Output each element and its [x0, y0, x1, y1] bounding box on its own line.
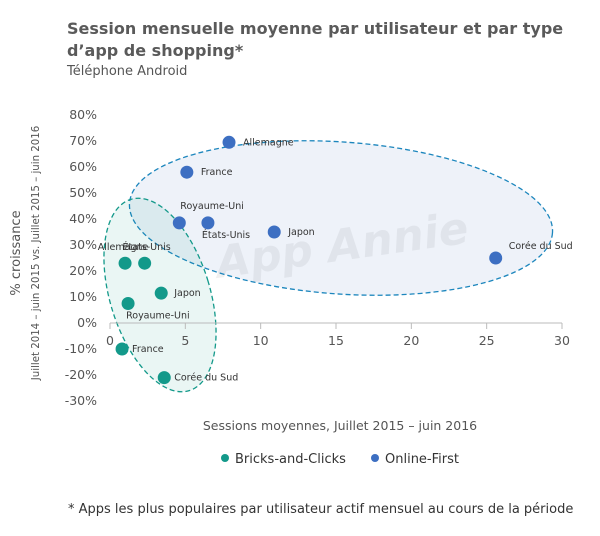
- axes: 80% 70% 60% 50% 40% 30% 20% 10% 0% -10% -20% -30% 0 5…: [65, 107, 570, 408]
- point-label: Royaume-Uni: [180, 201, 244, 212]
- y-tick-label: 70%: [69, 133, 97, 148]
- chart-subtitle: Téléphone Android: [67, 64, 188, 79]
- data-point: [121, 297, 135, 310]
- point-label: Japon: [173, 288, 201, 299]
- y-tick-label: -30%: [65, 393, 97, 408]
- legend-marker: [371, 454, 379, 462]
- y-tick-label: 0%: [77, 315, 97, 330]
- footnote: * Apps les plus populaires par utilisate…: [68, 502, 574, 517]
- y-tick-label: 60%: [69, 159, 97, 174]
- point-label: Allemagne: [98, 242, 149, 253]
- data-point: [157, 371, 171, 385]
- point-label: Corée du Sud: [509, 241, 573, 252]
- data-point: [118, 256, 132, 270]
- y-tick-label: 80%: [69, 107, 97, 122]
- x-tick-label: 25: [479, 333, 495, 348]
- data-point: [154, 286, 168, 300]
- data-points: AllemagneÉtats-UnisJaponRoyaume-UniFranc…: [98, 135, 573, 385]
- data-point: [115, 342, 129, 356]
- x-tick-label: 20: [403, 333, 419, 348]
- legend-marker: [221, 454, 229, 462]
- point-label: Corée du Sud: [174, 373, 238, 384]
- y-tick-label: 10%: [69, 289, 97, 304]
- x-axis-label: Sessions moyennes, Juillet 2015 – juin 2…: [203, 418, 477, 433]
- y-tick-label: 50%: [69, 185, 97, 200]
- y-tick-label: 40%: [69, 211, 97, 226]
- y-tick-label: -10%: [65, 341, 97, 356]
- data-point: [222, 135, 236, 149]
- legend: Bricks-and-Clicks Online-First: [221, 452, 459, 467]
- data-point: [201, 216, 215, 230]
- point-label: États-Unis: [123, 241, 171, 253]
- x-tick-label: 30: [554, 333, 570, 348]
- chart-title: Session mensuelle moyenne par utilisateu…: [67, 19, 564, 60]
- x-tick-label: 5: [181, 333, 189, 348]
- y-axis-label: % croissance: [9, 210, 24, 295]
- data-point: [138, 256, 152, 270]
- data-point: [180, 165, 194, 179]
- point-label: France: [132, 344, 164, 355]
- legend-label: Online-First: [385, 452, 459, 467]
- x-tick-label: 0: [106, 333, 114, 348]
- y-tick-label: 20%: [69, 263, 97, 278]
- y-axis-sublabel: Juillet 2014 – juin 2015 vs. Juillet 201…: [31, 126, 42, 381]
- point-label: Allemagne: [243, 137, 294, 148]
- point-label: Royaume-Uni: [126, 311, 190, 322]
- legend-label: Bricks-and-Clicks: [235, 452, 346, 467]
- point-label: France: [201, 167, 233, 178]
- y-tick-label: 30%: [69, 237, 97, 252]
- data-point: [489, 251, 503, 265]
- online-first-cluster: [128, 140, 554, 296]
- point-label: Japon: [287, 227, 315, 238]
- cluster-ellipses: [103, 140, 554, 393]
- point-label: États-Unis: [202, 229, 250, 241]
- x-tick-label: 15: [328, 333, 344, 348]
- y-tick-label: -20%: [65, 367, 97, 382]
- data-point: [172, 216, 186, 230]
- data-point: [267, 225, 281, 239]
- x-tick-label: 10: [253, 333, 269, 348]
